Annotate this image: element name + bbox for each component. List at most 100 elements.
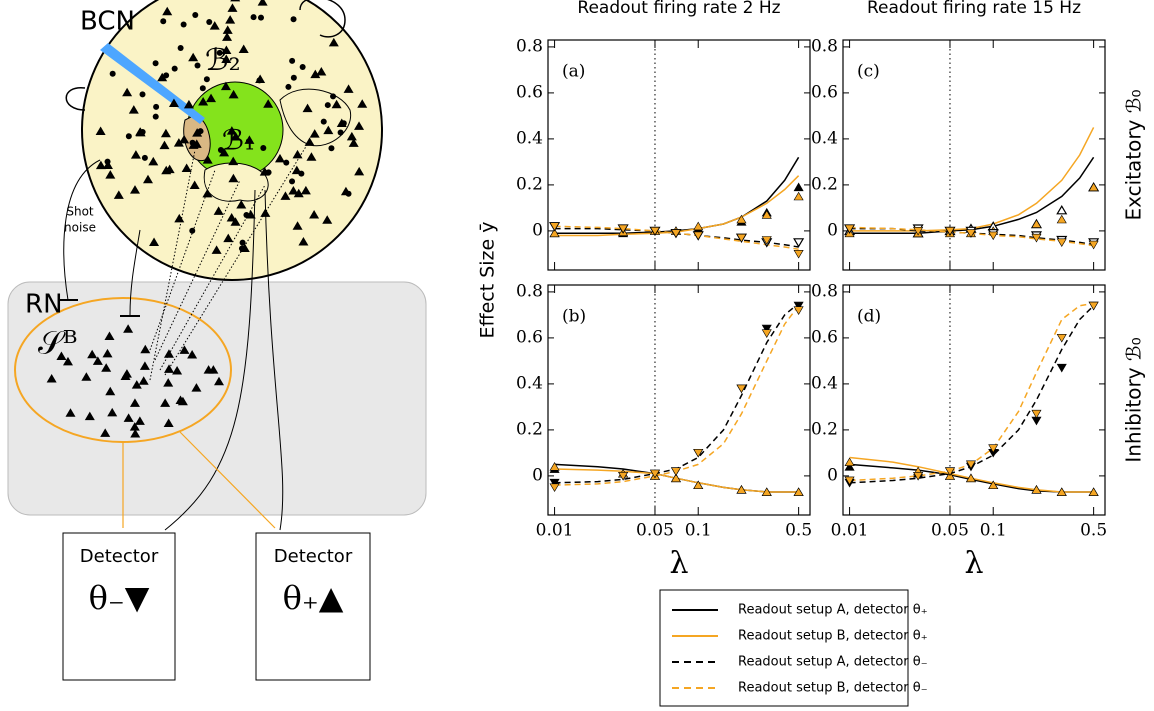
- marker: [762, 330, 771, 338]
- panel: 00.20.40.60.8(c)Readout firing rate 15 H…: [811, 0, 1146, 270]
- neuron: [243, 212, 249, 218]
- series-line: [555, 303, 799, 482]
- neuron: [260, 145, 266, 151]
- neuron: [195, 63, 201, 69]
- y-tick-label: 0.4: [516, 373, 543, 393]
- figure: BCN ℬ₂ ℬ₁ Shot noise RN 𝒮ᴮ Detector θ₋▼ …: [0, 0, 1154, 711]
- neuron: [289, 58, 295, 64]
- neuron: [142, 155, 148, 161]
- neuron: [283, 160, 289, 166]
- series-line: [850, 157, 1094, 233]
- neuron: [140, 91, 146, 97]
- y-tick-label: 0: [827, 465, 838, 485]
- neuron: [291, 16, 297, 22]
- marker: [550, 484, 559, 492]
- y-tick-label: 0.6: [516, 82, 543, 102]
- rn-label: RN: [25, 290, 63, 320]
- marker: [1057, 334, 1066, 342]
- x-tick-label: 0.05: [931, 521, 969, 541]
- neuron: [192, 12, 198, 18]
- y-tick-label: 0.2: [811, 419, 838, 439]
- neuron: [330, 93, 336, 99]
- y-tick-label: 0.4: [516, 128, 543, 148]
- neuron: [291, 75, 297, 81]
- bcn-label: BCN: [80, 7, 135, 37]
- panel-title: Readout firing rate 15 Hz: [867, 0, 1081, 18]
- b2-label: ℬ₂: [205, 43, 241, 78]
- marker: [845, 458, 854, 466]
- marker: [794, 192, 803, 200]
- y-tick-label: 0.2: [516, 174, 543, 194]
- neuron: [163, 72, 169, 78]
- y-tick-label: 0: [532, 220, 543, 240]
- row-label: Excitatory ℬ₀: [1122, 89, 1146, 220]
- panel-label: (c): [857, 62, 880, 82]
- legend-label: Readout setup B, detector θ₋: [738, 681, 928, 696]
- neuron: [258, 15, 264, 21]
- x-axis-label: λ: [964, 546, 983, 581]
- marker: [1032, 410, 1041, 418]
- y-tick-label: 0.8: [516, 36, 543, 56]
- marker: [1057, 206, 1066, 214]
- y-axis-label: Effect Size ȳ: [477, 221, 499, 338]
- neuron: [126, 133, 132, 139]
- neuron: [338, 130, 344, 136]
- neuron: [230, 0, 240, 1]
- marker: [671, 468, 680, 476]
- neuron: [178, 45, 184, 51]
- series-line: [555, 176, 799, 236]
- panel-label: (b): [562, 307, 586, 327]
- x-tick-label: 0.1: [980, 521, 1007, 541]
- marker: [794, 183, 803, 191]
- y-tick-label: 0: [532, 465, 543, 485]
- x-tick-label: 0.05: [636, 521, 674, 541]
- marker: [1057, 364, 1066, 372]
- y-tick-label: 0.4: [811, 128, 838, 148]
- series-line: [555, 306, 799, 485]
- neuron: [346, 191, 352, 197]
- y-tick-label: 0.2: [516, 419, 543, 439]
- panel-label: (d): [857, 307, 881, 327]
- b1-label: ℬ₁: [222, 124, 255, 157]
- network-diagram: BCN ℬ₂ ℬ₁ Shot noise RN 𝒮ᴮ Detector θ₋▼ …: [8, 0, 426, 680]
- neuron: [172, 66, 178, 72]
- neuron: [285, 84, 291, 90]
- marker: [737, 215, 746, 223]
- y-tick-label: 0.6: [811, 82, 838, 102]
- neuron: [153, 104, 159, 110]
- legend-label: Readout setup A, detector θ₊: [738, 603, 928, 618]
- neuron: [105, 159, 111, 165]
- legend-label: Readout setup A, detector θ₋: [738, 655, 928, 670]
- x-tick-label: 0.1: [685, 521, 712, 541]
- y-tick-label: 0.6: [516, 327, 543, 347]
- detector-symbol: θ₋▼: [89, 579, 150, 617]
- marker: [1032, 220, 1041, 228]
- panel-label: (a): [562, 62, 585, 82]
- y-tick-label: 0.4: [811, 373, 838, 393]
- neuron: [328, 145, 334, 151]
- panel-title: Readout firing rate 2 Hz: [577, 0, 780, 18]
- self-loop: [66, 88, 85, 110]
- neuron: [289, 178, 295, 184]
- neuron: [298, 171, 304, 177]
- marker: [550, 463, 559, 471]
- neuron: [321, 119, 327, 125]
- neuron: [300, 64, 306, 70]
- sb-label: 𝒮ᴮ: [38, 324, 78, 362]
- x-tick-label: 0.01: [831, 521, 869, 541]
- y-tick-label: 0.6: [811, 327, 838, 347]
- y-tick-label: 0.2: [811, 174, 838, 194]
- neuron: [153, 60, 159, 66]
- marker: [794, 250, 803, 258]
- neuron: [200, 85, 206, 91]
- panel: 0 0.2 0.4 0.6 0.8 (a) Readout firing rate 2 Hz: [516, 0, 810, 270]
- shot-noise-label: Shot: [66, 205, 94, 219]
- neuron: [341, 120, 347, 126]
- neuron: [251, 14, 257, 20]
- row-label: Inhibitory ℬ₀: [1122, 337, 1146, 462]
- neuron: [153, 114, 159, 120]
- rn-box: [8, 282, 426, 515]
- neuron: [160, 18, 166, 24]
